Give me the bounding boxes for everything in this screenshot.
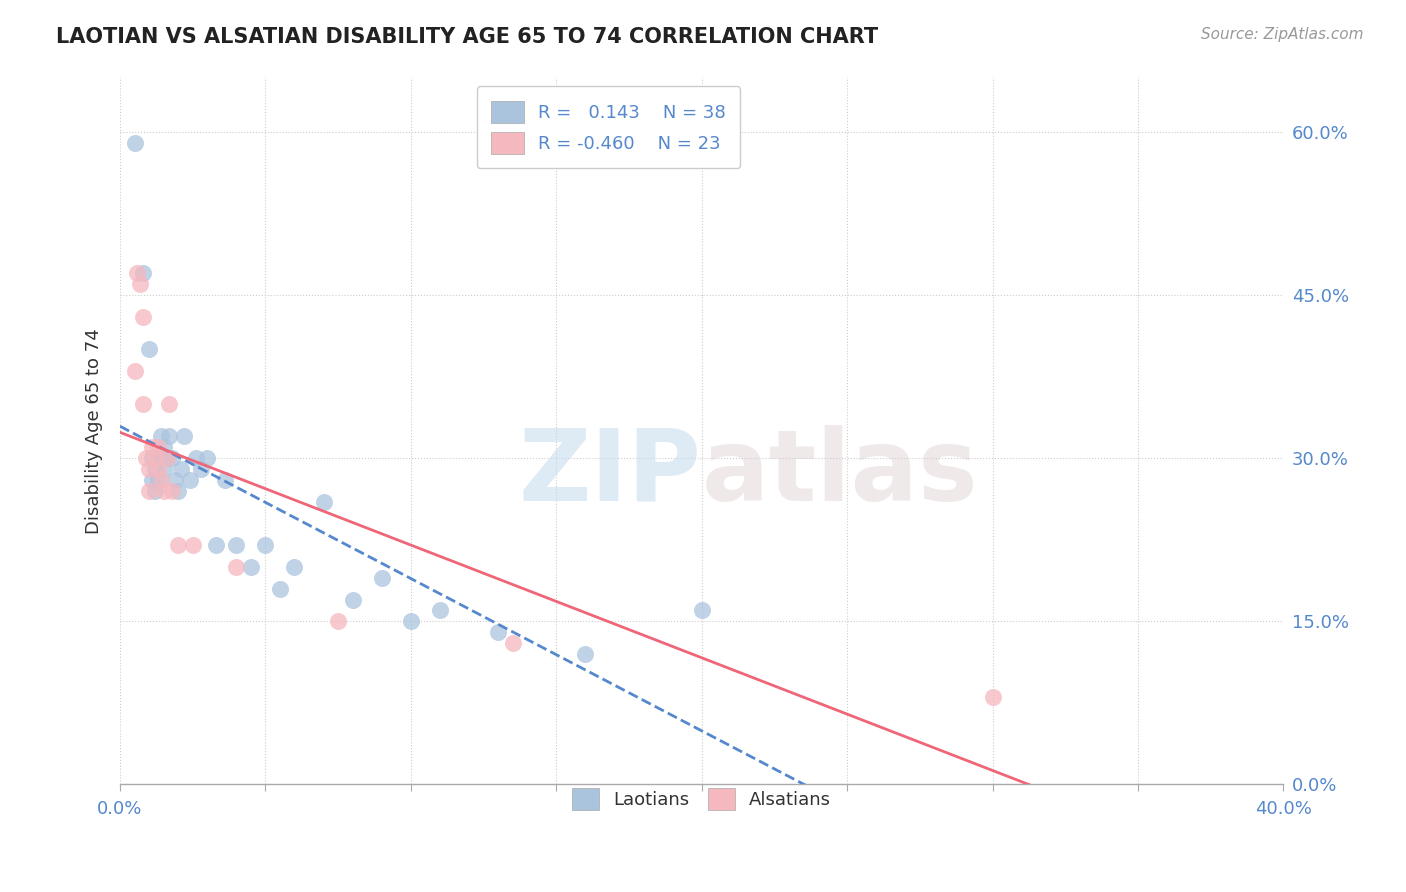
Point <box>152 462 174 476</box>
Point <box>239 560 262 574</box>
Point <box>146 451 169 466</box>
Point <box>165 473 187 487</box>
Point <box>143 462 166 476</box>
Point <box>129 277 152 291</box>
Point <box>269 582 291 596</box>
Point <box>124 136 146 150</box>
Point <box>138 462 160 476</box>
Point <box>690 603 713 617</box>
Point <box>124 364 146 378</box>
Point <box>283 560 305 574</box>
Point <box>162 451 184 466</box>
Point <box>190 462 212 476</box>
Point <box>135 451 157 466</box>
Point <box>399 614 422 628</box>
Point <box>429 603 451 617</box>
Point <box>141 440 163 454</box>
Point <box>184 451 207 466</box>
Point <box>486 625 509 640</box>
Point <box>371 571 394 585</box>
Point <box>195 451 218 466</box>
Point <box>138 343 160 357</box>
Point <box>141 473 163 487</box>
Point <box>149 473 172 487</box>
Point <box>143 483 166 498</box>
Point <box>312 494 335 508</box>
Point <box>157 429 180 443</box>
Point <box>155 451 177 466</box>
Point <box>146 462 169 476</box>
Point <box>152 483 174 498</box>
Text: Source: ZipAtlas.com: Source: ZipAtlas.com <box>1201 27 1364 42</box>
Point <box>132 397 155 411</box>
Point <box>981 690 1004 705</box>
Point <box>146 440 169 454</box>
Point <box>155 451 177 466</box>
Y-axis label: Disability Age 65 to 74: Disability Age 65 to 74 <box>86 328 103 533</box>
Point <box>162 483 184 498</box>
Point <box>138 483 160 498</box>
Point <box>326 614 349 628</box>
Point <box>132 310 155 324</box>
Point <box>502 636 524 650</box>
Point <box>167 538 190 552</box>
Text: LAOTIAN VS ALSATIAN DISABILITY AGE 65 TO 74 CORRELATION CHART: LAOTIAN VS ALSATIAN DISABILITY AGE 65 TO… <box>56 27 879 46</box>
Point <box>225 560 247 574</box>
Point <box>181 538 204 552</box>
Legend: Laotians, Alsatians: Laotians, Alsatians <box>558 774 846 825</box>
Point <box>141 451 163 466</box>
Point <box>205 538 228 552</box>
Point <box>179 473 201 487</box>
Point <box>157 397 180 411</box>
Point <box>225 538 247 552</box>
Point <box>146 473 169 487</box>
Point <box>127 266 149 280</box>
Point <box>143 451 166 466</box>
Text: atlas: atlas <box>702 425 979 522</box>
Point <box>132 266 155 280</box>
Text: ZIP: ZIP <box>519 425 702 522</box>
Point <box>574 647 596 661</box>
Point <box>173 429 195 443</box>
Point <box>149 429 172 443</box>
Point <box>167 483 190 498</box>
Point <box>170 462 193 476</box>
Point <box>254 538 277 552</box>
Point <box>342 592 364 607</box>
Point <box>152 440 174 454</box>
Point <box>214 473 236 487</box>
